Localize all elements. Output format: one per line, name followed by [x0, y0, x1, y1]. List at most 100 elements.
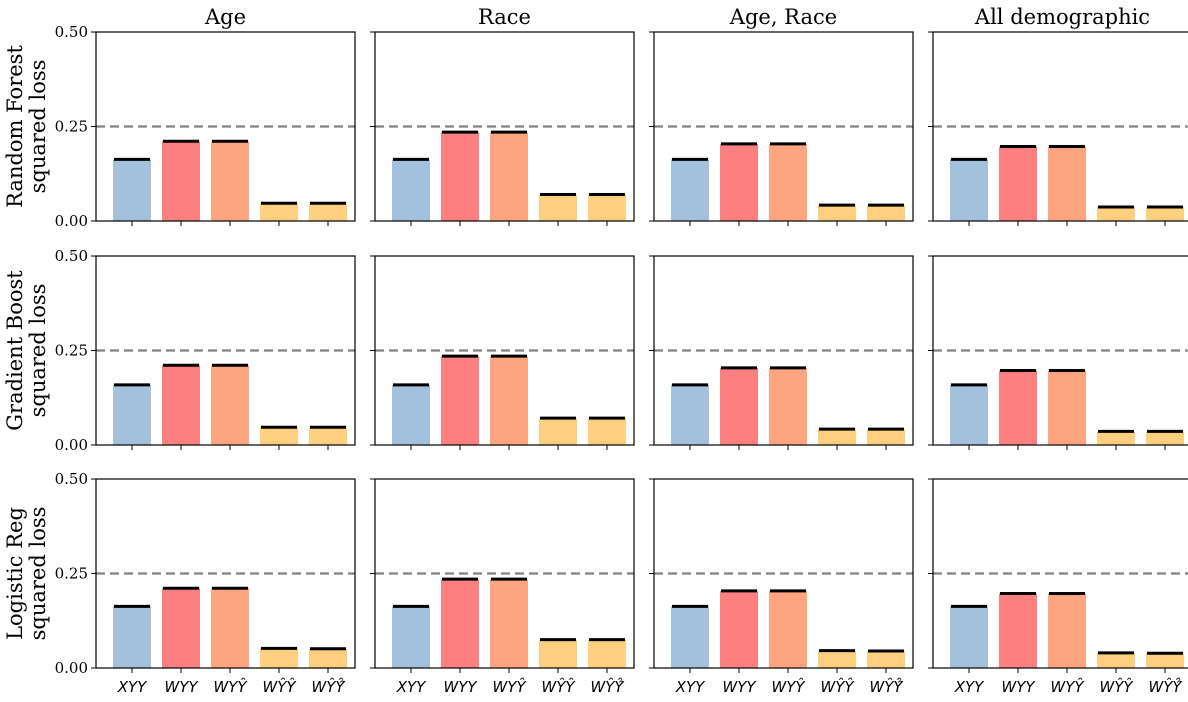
x-category-label: XYY: [675, 678, 706, 696]
bar: [539, 418, 577, 445]
bar: [162, 588, 200, 668]
x-category-label: WŶŶ̂: [311, 677, 346, 696]
panel: 0.00 0.25 0.50: [55, 23, 356, 230]
bar: [1097, 207, 1135, 221]
x-category-label: WYY: [1001, 678, 1036, 696]
x-category-label: WŶŶ: [1099, 677, 1134, 696]
panel: [370, 31, 635, 226]
x-category-label: WYY: [443, 678, 478, 696]
x-category-label: WŶŶ: [820, 677, 855, 696]
bar: [588, 639, 626, 668]
y-tick-label: 0.00: [55, 436, 88, 454]
bar: [720, 367, 758, 445]
x-category-label: WŶŶ̂: [869, 677, 904, 696]
bar: [867, 205, 905, 221]
column-title: Race: [478, 5, 531, 29]
column-title: Age: [204, 5, 246, 29]
bar: [999, 370, 1037, 445]
bar: [1097, 652, 1135, 668]
bar: [490, 579, 528, 668]
y-tick-label: 0.25: [55, 118, 88, 136]
bar: [211, 141, 249, 221]
bar: [588, 418, 626, 445]
bar: [392, 606, 430, 668]
x-category-label: WYŶ: [492, 677, 527, 696]
bar: [1048, 146, 1086, 221]
y-tick-label: 0.50: [55, 247, 88, 265]
x-category-label: WYY: [722, 678, 757, 696]
panel: XYY WYY WYŶ WŶŶ WŶŶ̂: [928, 478, 1188, 696]
bar: [769, 590, 807, 668]
bar: [392, 384, 430, 445]
x-category-label: XYY: [954, 678, 985, 696]
x-category-label: XYY: [396, 678, 427, 696]
row-label: Random Forestsquared loss: [3, 45, 50, 208]
panel: XYY WYY WYŶ WŶŶ WŶŶ̂: [649, 478, 914, 696]
bar: [162, 365, 200, 445]
panels-group: 0.00 0.25 0.50 0.00 0.25 0.50 0.00 0.25 0.50 XYY W…: [55, 23, 1188, 696]
bar: [309, 427, 347, 445]
row-label-line: squared loss: [26, 60, 50, 194]
column-title: Age, Race: [729, 5, 837, 29]
bar: [588, 194, 626, 221]
x-category-label: XYY: [117, 678, 148, 696]
row-label-line: squared loss: [26, 507, 50, 641]
bar: [490, 356, 528, 445]
bar: [867, 429, 905, 445]
bar: [1048, 593, 1086, 668]
bar: [999, 146, 1037, 221]
bar: [867, 650, 905, 668]
bar: [441, 356, 479, 445]
row-label: Gradient Boostsquared loss: [3, 270, 50, 431]
bar: [260, 203, 298, 221]
panel: [928, 31, 1188, 226]
bar: [441, 579, 479, 668]
x-category-label: WYŶ: [1050, 677, 1085, 696]
row-label-line: squared loss: [26, 284, 50, 418]
bar: [950, 159, 988, 221]
row-label-line: Random Forest: [3, 45, 27, 208]
bar: [539, 194, 577, 221]
bar: [211, 588, 249, 668]
bar: [818, 429, 856, 445]
bar: [441, 132, 479, 221]
bar: [309, 648, 347, 668]
bar: [671, 606, 709, 668]
bar: [113, 159, 151, 221]
bar: [1146, 653, 1184, 668]
bar: [113, 384, 151, 445]
bar: [1048, 370, 1086, 445]
bar: [818, 650, 856, 668]
panel: 0.00 0.25 0.50 XYY WYY WYŶ WŶŶ WŶŶ̂: [55, 470, 356, 696]
x-category-label: WŶŶ: [262, 677, 297, 696]
x-category-label: WŶŶ: [541, 677, 576, 696]
x-category-label: WYY: [164, 678, 199, 696]
y-tick-label: 0.50: [55, 470, 88, 488]
panel: [649, 255, 914, 450]
y-tick-label: 0.50: [55, 23, 88, 41]
bar: [671, 159, 709, 221]
panel: [928, 255, 1188, 450]
bar: [113, 606, 151, 668]
row-label: Logistic Regsquared loss: [3, 507, 50, 641]
column-titles: Age Race Age, Race All demographic: [204, 5, 1150, 29]
bar: [309, 203, 347, 221]
bar: [1146, 207, 1184, 221]
bar: [671, 384, 709, 445]
bar: [260, 427, 298, 445]
y-tick-label: 0.25: [55, 342, 88, 360]
bar: [392, 159, 430, 221]
bar: [1146, 431, 1184, 445]
bar: [950, 606, 988, 668]
x-category-label: WYŶ: [771, 677, 806, 696]
bar: [260, 648, 298, 668]
bar: [720, 590, 758, 668]
y-tick-label: 0.00: [55, 212, 88, 230]
bar: [539, 639, 577, 668]
y-tick-label: 0.25: [55, 565, 88, 583]
panel: [649, 31, 914, 226]
bar: [999, 593, 1037, 668]
bar: [211, 365, 249, 445]
row-label-line: Gradient Boost: [3, 270, 27, 431]
